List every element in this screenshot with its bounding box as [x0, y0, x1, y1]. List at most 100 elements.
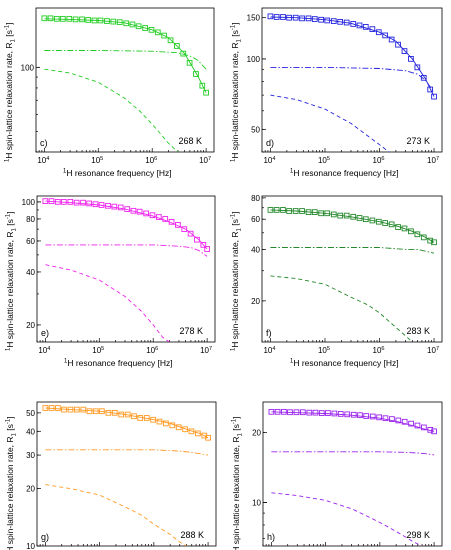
- y-tick-label: 150: [247, 14, 261, 23]
- series-group: [268, 408, 437, 546]
- y-tick-label: 100: [21, 63, 35, 72]
- data-point: [162, 216, 169, 222]
- data-point: [331, 410, 338, 417]
- data-point: [299, 409, 306, 416]
- data-point: [142, 25, 148, 31]
- fit-intramolecular-line: [270, 275, 413, 342]
- series-group: [42, 198, 210, 342]
- data-point: [431, 239, 437, 246]
- fit-intermolecular-line: [270, 247, 435, 254]
- y-axis-label-group: 1H spin-lattice relaxation rate, R1 [s-1…: [5, 212, 18, 351]
- data-point: [375, 29, 382, 36]
- fit-intramolecular-line: [44, 68, 179, 152]
- data-point: [55, 405, 61, 411]
- x-tick-label: 104: [37, 156, 49, 165]
- data-point: [414, 422, 421, 429]
- data-point: [431, 93, 437, 100]
- data-point: [395, 417, 402, 424]
- fit-total-line: [44, 18, 207, 93]
- y-tick-label: 60: [26, 237, 35, 246]
- x-tick-label: 107: [199, 156, 211, 165]
- data-point: [427, 237, 434, 244]
- data-point: [421, 424, 427, 431]
- x-axis-label: 1H resonance frequency [Hz]: [290, 358, 399, 368]
- y-tick-label: 10: [252, 498, 261, 507]
- fit-total-line: [45, 407, 209, 439]
- x-tick-label: 104: [263, 346, 275, 355]
- y-tick-label: 100: [247, 55, 261, 64]
- data-point: [137, 415, 144, 421]
- x-tick-label: 107: [427, 156, 439, 165]
- panel-label: e): [41, 328, 49, 338]
- data-point: [148, 26, 155, 33]
- series-group: [42, 405, 211, 546]
- data-point: [350, 411, 357, 418]
- fit-intermolecular-line: [45, 449, 209, 456]
- data-point: [388, 36, 395, 43]
- fit-intermolecular-line: [44, 50, 207, 70]
- x-tick-label: 105: [91, 156, 103, 165]
- fit-intermolecular-line: [271, 451, 435, 456]
- y-axis-label: 1H spin-lattice relaxation rate, R1 [s-1…: [5, 417, 18, 550]
- panel-d: 104 105 106 107 50 100 150 1H resonance frequen…: [230, 7, 443, 178]
- y-tick-label: 80: [251, 194, 260, 203]
- data-point: [186, 59, 193, 66]
- data-point: [67, 199, 74, 205]
- y-axis-label: 1H spin-lattice relaxation rate, R1 [s-1…: [4, 23, 17, 162]
- fit-total-line: [45, 200, 208, 250]
- panel-e: 104 105 106 107 20 40 60 80 100 1H resonance freq…: [5, 195, 216, 368]
- data-point: [401, 225, 408, 232]
- data-point: [382, 220, 389, 226]
- data-point: [325, 410, 331, 416]
- data-point: [47, 15, 54, 22]
- data-point: [136, 208, 143, 215]
- data-point: [111, 203, 118, 210]
- data-point: [267, 13, 274, 20]
- data-point: [204, 246, 210, 252]
- panel-label: c): [40, 138, 48, 148]
- y-axis-label-group: 1H spin-lattice relaxation rate, R1 [s-1…: [4, 23, 17, 162]
- fit-total-line: [271, 411, 435, 432]
- x-tick-label: 104: [38, 346, 50, 355]
- x-tick-label: 106: [373, 156, 385, 165]
- panel-h: 10410510610710201H resonance frequency […: [231, 401, 443, 550]
- temperature-label: 283 K: [406, 326, 430, 336]
- x-tick-label: 106: [373, 346, 385, 355]
- y-tick-label: 100: [22, 198, 36, 207]
- plot-frame: [36, 401, 217, 547]
- data-point: [154, 29, 161, 36]
- data-point: [382, 32, 389, 39]
- fit-intramolecular-line: [270, 94, 390, 152]
- data-point: [174, 43, 180, 49]
- plot-frame: [261, 195, 443, 343]
- fit-total-line: [270, 209, 435, 243]
- y-axis-label-group: 1H spin-lattice relaxation rate, R1 [s-1…: [230, 23, 243, 162]
- data-point: [86, 200, 93, 207]
- fit-intramolecular-line: [271, 492, 423, 546]
- temperature-label: 268 K: [178, 136, 202, 146]
- y-axis-label: 1H spin-lattice relaxation rate, R1 [s-1…: [230, 23, 243, 162]
- panel-c: 104 105 106 107 100 1H resonance frequency [H…: [4, 7, 215, 178]
- temperature-label: 298 K: [406, 530, 430, 540]
- plot-frame: [36, 195, 216, 343]
- data-point: [420, 74, 427, 81]
- y-axis-label-group: 1H spin-lattice relaxation rate, R1 [s-1…: [230, 212, 243, 351]
- panel-g: 10410510610710203040501H resonance frequ…: [5, 401, 217, 550]
- panel-label: h): [267, 532, 275, 542]
- series-group: [267, 13, 437, 152]
- plot-frame: [261, 7, 443, 153]
- fit-intramolecular-line: [45, 484, 187, 546]
- data-point: [401, 418, 408, 425]
- y-tick-label: 50: [26, 409, 35, 418]
- data-point: [193, 71, 199, 77]
- data-point: [203, 89, 209, 96]
- series-group: [41, 15, 209, 152]
- data-point: [200, 242, 207, 248]
- y-tick-label: 40: [251, 245, 260, 254]
- data-point: [117, 204, 124, 211]
- x-axis-label: 1H resonance frequency [Hz]: [63, 168, 172, 178]
- temperature-label: 288 K: [180, 530, 204, 540]
- data-point: [199, 82, 206, 89]
- data-point: [344, 411, 351, 418]
